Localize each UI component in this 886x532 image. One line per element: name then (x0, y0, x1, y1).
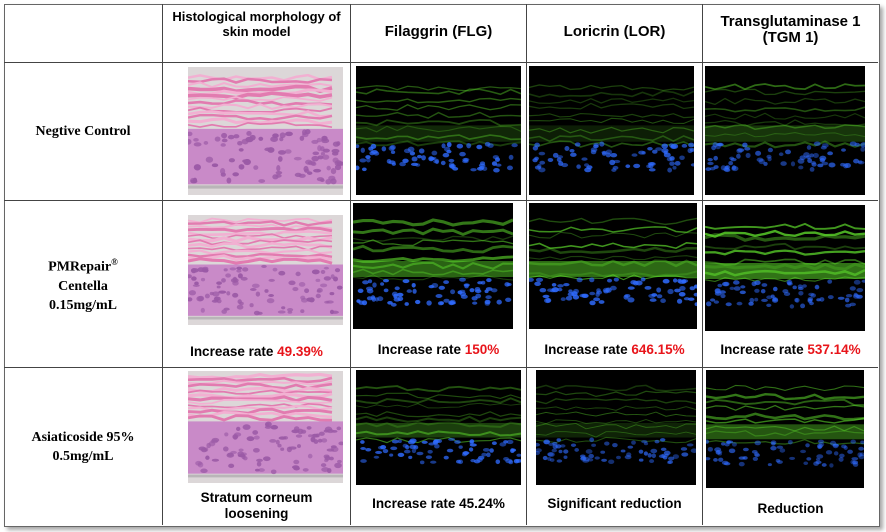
observation-caption: Reduction (757, 501, 824, 516)
row-label-line3: 0.15mg/mL (48, 297, 118, 313)
cell-pmrepair-flg: Increase rate 150% (351, 201, 527, 368)
histology-image (188, 67, 343, 195)
increase-rate-caption: Increase rate 49.39% (190, 344, 323, 359)
cell-asiaticoside-tgm: Reduction (703, 368, 878, 525)
row-label-negative-control: Negtive Control (4, 63, 163, 201)
increase-rate-value: 49.39% (277, 344, 323, 359)
increase-rate-caption: Increase rate 537.14% (720, 342, 861, 357)
fluorescence-image (706, 370, 864, 488)
histology-image (188, 371, 343, 483)
cell-asiaticoside-flg: Increase rate 45.24% (351, 368, 527, 525)
row-label-pmrepair: PMRepair® Centella 0.15mg/mL (4, 201, 163, 368)
increase-rate-value: 646.15% (631, 342, 685, 357)
comparison-table: Histological morphology of skin model Fi… (4, 4, 878, 525)
fluorescence-image (353, 203, 513, 329)
header-transglutaminase: Transglutaminase 1 (TGM 1) (703, 4, 878, 63)
cell-negative-lor (527, 63, 703, 201)
header-loricrin: Loricrin (LOR) (527, 4, 703, 63)
row-label-text: Negtive Control (35, 124, 131, 139)
header-histology: Histological morphology of skin model (163, 4, 351, 63)
increase-rate-caption: Increase rate 646.15% (544, 342, 685, 357)
fluorescence-image (529, 203, 697, 329)
fluorescence-image (356, 370, 521, 485)
cell-pmrepair-tgm: Increase rate 537.14% (703, 201, 878, 368)
row-label-asiaticoside: Asiaticoside 95% 0.5mg/mL (4, 368, 163, 525)
increase-rate-caption: Increase rate 150% (377, 342, 500, 357)
fluorescence-image (529, 66, 694, 195)
increase-rate-value: 150% (464, 342, 500, 357)
row-label-line2: 0.5mg/mL (52, 448, 114, 464)
row-label-line1: PMRepair (48, 259, 112, 275)
header-filaggrin: Filaggrin (FLG) (351, 4, 527, 63)
cell-asiaticoside-lor: Significant reduction (527, 368, 703, 525)
histology-image (188, 215, 343, 325)
fluorescence-image (356, 66, 521, 195)
registered-mark: ® (111, 257, 118, 268)
cell-negative-histology (163, 63, 351, 201)
fluorescence-image (705, 66, 865, 195)
cell-negative-tgm (703, 63, 878, 201)
row-label-line1: Asiaticoside 95% (31, 429, 135, 445)
cell-pmrepair-lor: Increase rate 646.15% (527, 201, 703, 368)
header-corner (4, 4, 163, 63)
cell-pmrepair-histology: Increase rate 49.39% (163, 201, 351, 368)
observation-caption: Significant reduction (547, 496, 682, 511)
cell-negative-flg (351, 63, 527, 201)
increase-rate-value: 537.14% (807, 342, 861, 357)
fluorescence-image (705, 205, 865, 331)
cell-asiaticoside-histology: Stratum corneum loosening (163, 368, 351, 525)
fluorescence-image (536, 370, 696, 485)
row-label-line2: Centella (58, 278, 108, 294)
observation-caption: Increase rate 45.24% (372, 496, 505, 511)
observation-caption: Stratum corneum loosening (200, 490, 313, 521)
